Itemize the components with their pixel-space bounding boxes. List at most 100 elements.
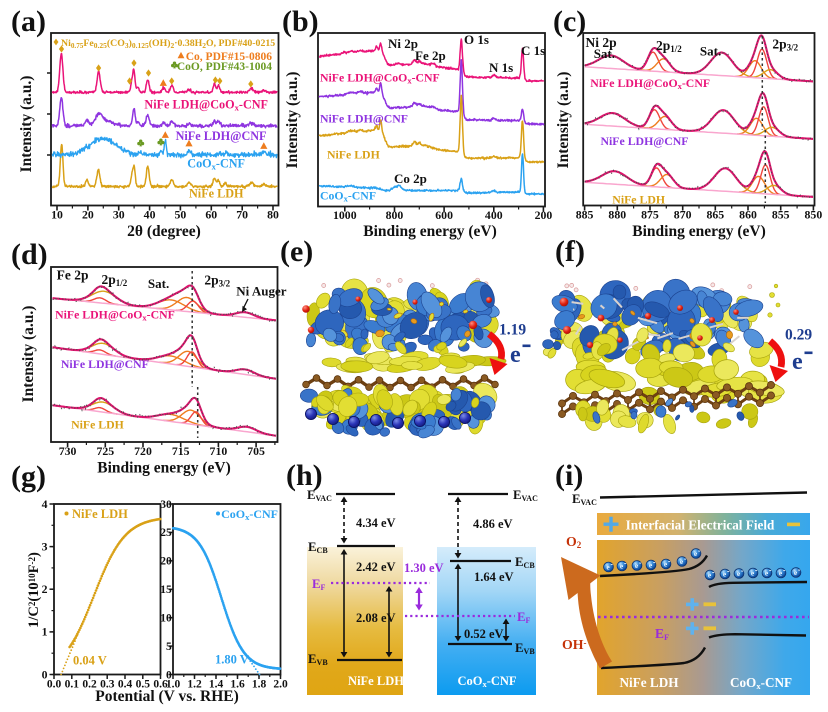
svg-text:2θ (degree): 2θ (degree) [127,223,201,240]
svg-text:e: e [751,569,755,578]
svg-text:0: 0 [166,669,172,681]
svg-text:705: 705 [247,444,265,458]
svg-text:CoOx-CNF: CoOx-CNF [730,675,792,691]
svg-text:e: e [794,568,798,577]
svg-text:15: 15 [160,584,172,596]
svg-text:2: 2 [42,582,48,596]
svg-text:NiFe LDH: NiFe LDH [620,675,680,690]
svg-text:(a): (a) [11,5,46,38]
svg-text:50: 50 [175,208,187,222]
svg-text:Ni0.75Fe0.25(CO3)0.125(OH)2·0.: Ni0.75Fe0.25(CO3)0.125(OH)2·0.38H2O, PDF… [61,38,275,50]
svg-text:875: 875 [641,208,659,222]
svg-text:885: 885 [576,208,594,222]
svg-text:1.2: 1.2 [187,679,202,691]
svg-text:5: 5 [166,641,172,653]
svg-text:NiFe LDH@CNF: NiFe LDH@CNF [61,357,149,371]
svg-text:e: e [510,342,521,368]
svg-text:30: 30 [113,208,125,222]
svg-text:1.80 V: 1.80 V [215,653,249,667]
svg-text:(g): (g) [11,460,46,493]
svg-text:NiFe LDH: NiFe LDH [327,148,380,162]
svg-text:e: e [708,571,712,580]
svg-text:Potential (V vs. RHE): Potential (V vs. RHE) [95,688,239,705]
svg-text:NiFe LDH: NiFe LDH [348,674,404,688]
svg-text:800: 800 [386,208,404,222]
svg-text:NiFe LDH: NiFe LDH [71,418,124,432]
svg-text:e: e [779,569,783,578]
svg-text:Fe 2p: Fe 2p [57,268,89,283]
svg-text:NiFe LDH: NiFe LDH [612,193,665,207]
svg-text:e: e [792,349,803,375]
svg-text:e: e [649,561,653,570]
svg-text:4.34 eV: 4.34 eV [356,516,396,530]
svg-text:1000: 1000 [333,208,357,222]
svg-text:Ni Auger: Ni Auger [236,284,286,299]
svg-text:710: 710 [210,444,228,458]
svg-text:20: 20 [160,556,172,568]
svg-text:(c): (c) [553,5,586,38]
svg-text:N 1s: N 1s [489,60,513,75]
svg-text:725: 725 [96,444,114,458]
svg-text:e: e [620,562,624,571]
svg-text:870: 870 [674,208,692,222]
svg-text:e: e [680,557,684,566]
svg-text:(f): (f) [555,235,585,268]
svg-text:OH-: OH- [562,637,586,652]
svg-text:4.86 eV: 4.86 eV [473,517,513,531]
svg-text:1.30 eV: 1.30 eV [404,561,444,575]
svg-text:4: 4 [42,497,48,511]
svg-text:600: 600 [435,208,453,222]
svg-text:1.64 eV: 1.64 eV [474,570,514,584]
svg-text:1.19: 1.19 [499,322,526,339]
svg-text:Binding energy (eV): Binding energy (eV) [363,223,496,240]
svg-text:2.42 eV: 2.42 eV [356,560,396,574]
svg-text:e: e [635,561,639,570]
svg-text:40: 40 [144,208,156,222]
svg-text:60: 60 [205,208,217,222]
svg-text:2.0: 2.0 [273,679,288,691]
svg-text:Intensity (a.u.): Intensity (a.u.) [20,306,37,403]
svg-text:Intensity (a.u.): Intensity (a.u.) [555,72,572,169]
svg-text:0.4: 0.4 [118,679,133,691]
svg-text:0.52 eV: 0.52 eV [464,627,504,641]
svg-text:20: 20 [82,208,94,222]
svg-text:CoOx-CNF: CoOx-CNF [221,507,278,522]
svg-text:NiFe LDH: NiFe LDH [72,507,128,521]
svg-text:0.6: 0.6 [153,679,168,691]
svg-text:(i): (i) [555,459,583,492]
svg-text:e: e [606,563,610,572]
svg-text:10: 10 [160,612,172,624]
svg-text:0.04 V: 0.04 V [73,654,107,668]
svg-text:Ni 2p: Ni 2p [388,36,418,51]
svg-text:NiFe LDH: NiFe LDH [189,187,244,201]
svg-text:Binding energy (eV): Binding energy (eV) [632,223,765,240]
svg-text:1.8: 1.8 [252,679,267,691]
svg-text:1.6: 1.6 [230,679,245,691]
svg-text:e: e [723,570,727,579]
svg-text:Ni 2p: Ni 2p [586,35,617,50]
svg-text:860: 860 [739,208,757,222]
svg-text:1.4: 1.4 [209,679,224,691]
svg-text:850: 850 [805,208,823,222]
svg-text:NiFe LDH@CoOx-CNF: NiFe LDH@CoOx-CNF [144,98,268,113]
svg-text:Intensity (a.u.): Intensity (a.u.) [284,72,301,169]
svg-text:(b): (b) [282,5,319,38]
svg-text:0.1: 0.1 [65,679,80,691]
svg-text:Sat.: Sat. [594,46,615,61]
svg-text:1: 1 [42,625,48,639]
svg-text:O 1s: O 1s [464,32,489,47]
svg-text:730: 730 [59,444,77,458]
svg-text:0.5: 0.5 [136,679,151,691]
svg-text:Fe 2p: Fe 2p [415,48,446,63]
svg-text:e: e [664,560,668,569]
svg-text:70: 70 [236,208,248,222]
svg-text:NiFe LDH@CNF: NiFe LDH@CNF [601,134,689,148]
svg-text:e: e [765,569,769,578]
svg-text:NiFe LDH@CNF: NiFe LDH@CNF [176,129,267,143]
svg-text:30: 30 [160,499,172,511]
svg-text:0.2: 0.2 [82,679,97,691]
svg-text:0.29: 0.29 [785,327,812,344]
svg-text:865: 865 [706,208,724,222]
svg-text:Co, PDF#15-0806: Co, PDF#15-0806 [186,51,272,63]
svg-text:1/C2(1010F-2): 1/C2(1010F-2) [26,552,42,628]
